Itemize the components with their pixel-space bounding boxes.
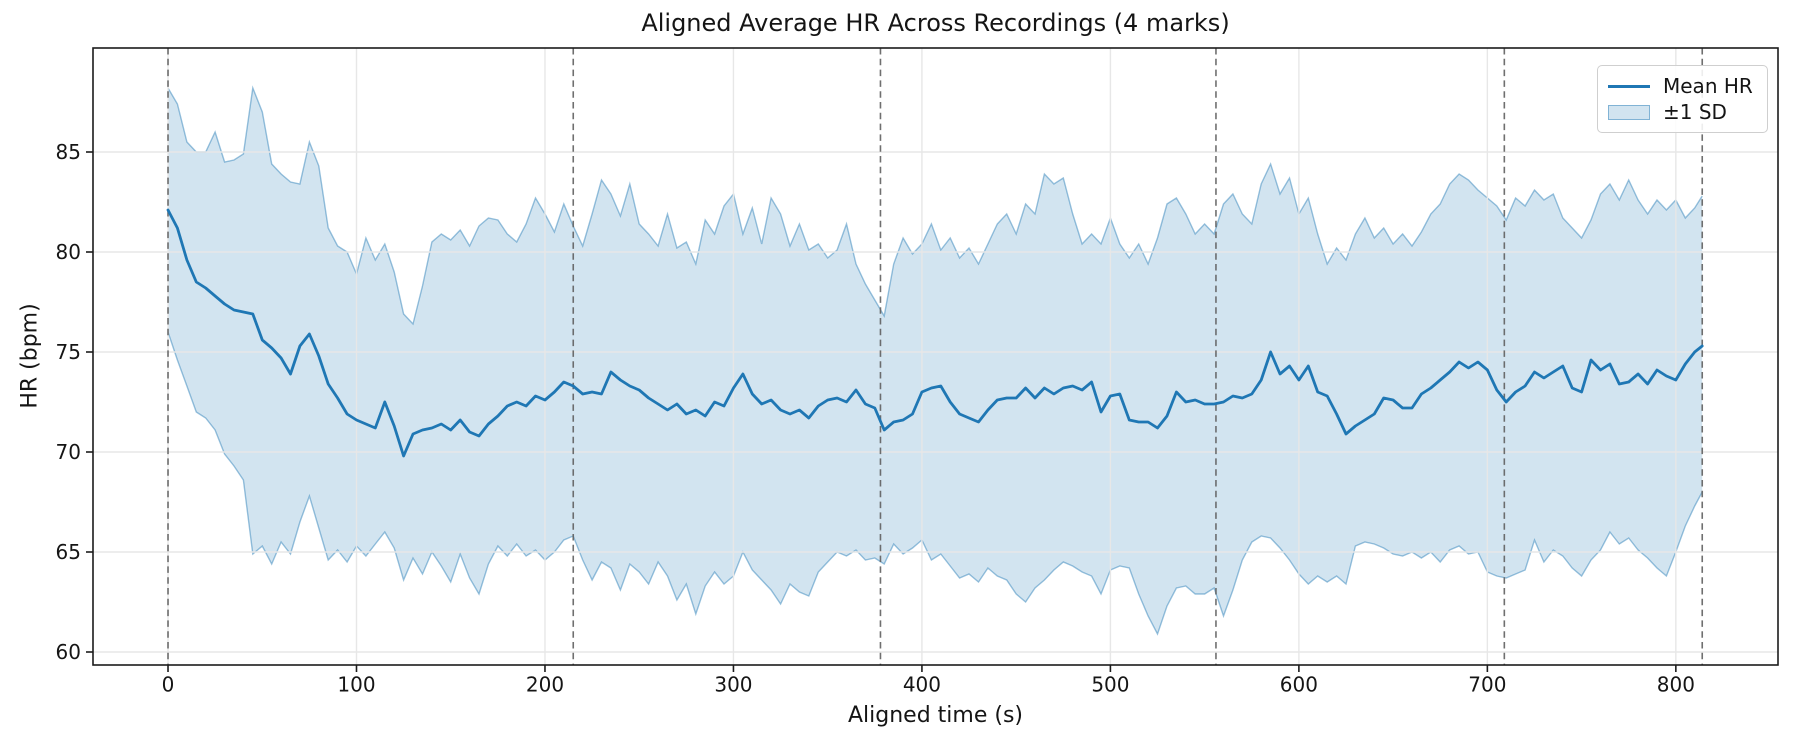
legend-item-mean-hr: Mean HR <box>1608 76 1757 96</box>
legend-label-sd-band: ±1 SD <box>1663 100 1727 124</box>
y-axis-label: HR (bpm) <box>17 303 43 409</box>
y-tick-label: 75 <box>56 340 81 364</box>
grid-lines <box>93 48 1778 665</box>
x-tick-label: 700 <box>1468 673 1506 697</box>
y-tick-label: 65 <box>56 540 81 564</box>
mean-hr-line <box>166 208 1704 458</box>
legend-item-sd-band: ±1 SD <box>1608 102 1757 122</box>
mean-hr-line-swatch-icon <box>1608 84 1650 88</box>
x-tick-label: 300 <box>714 673 752 697</box>
y-axis-ticks: 60 65 70 75 80 85 <box>56 140 93 664</box>
sd-band-fill <box>168 88 1703 634</box>
axes-frame <box>92 47 1779 666</box>
x-tick-label: 0 <box>162 673 175 697</box>
chart-title: Aligned Average HR Across Recordings (4 … <box>641 9 1230 37</box>
x-axis-ticks: 0 100 200 300 400 500 600 700 800 <box>162 665 1695 697</box>
x-tick-label: 200 <box>526 673 564 697</box>
mark-lines <box>167 48 1704 665</box>
sd-band-patch-swatch-icon <box>1608 104 1650 120</box>
y-tick-label: 70 <box>56 440 81 464</box>
x-tick-label: 800 <box>1657 673 1695 697</box>
x-axis-label: Aligned time (s) <box>847 703 1023 728</box>
sd-band-upper-edge <box>167 85 1703 326</box>
x-tick-label: 600 <box>1280 673 1318 697</box>
y-tick-label: 85 <box>56 140 81 164</box>
x-tick-label: 400 <box>903 673 941 697</box>
y-tick-label: 60 <box>56 640 81 664</box>
legend-label-mean-hr: Mean HR <box>1663 74 1753 98</box>
x-tick-label: 100 <box>337 673 375 697</box>
x-tick-label: 500 <box>1091 673 1129 697</box>
y-tick-label: 80 <box>56 240 81 264</box>
legend: Mean HR ±1 SD <box>1597 65 1768 133</box>
